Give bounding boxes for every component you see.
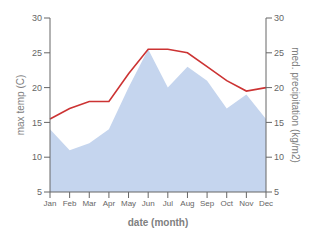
svg-text:Apr: Apr bbox=[103, 199, 116, 208]
svg-text:Jul: Jul bbox=[163, 199, 173, 208]
svg-text:Aug: Aug bbox=[180, 199, 194, 208]
svg-text:20: 20 bbox=[274, 83, 284, 93]
svg-text:Feb: Feb bbox=[63, 199, 77, 208]
svg-text:Sep: Sep bbox=[200, 199, 215, 208]
svg-text:15: 15 bbox=[32, 118, 42, 128]
svg-text:Jan: Jan bbox=[44, 199, 57, 208]
svg-text:Nov: Nov bbox=[239, 199, 253, 208]
svg-text:5: 5 bbox=[274, 187, 279, 197]
svg-text:20: 20 bbox=[32, 83, 42, 93]
svg-text:Dec: Dec bbox=[259, 199, 273, 208]
svg-text:30: 30 bbox=[32, 13, 42, 23]
svg-text:15: 15 bbox=[274, 118, 284, 128]
svg-text:May: May bbox=[121, 199, 136, 208]
svg-text:Mar: Mar bbox=[82, 199, 96, 208]
svg-text:25: 25 bbox=[32, 48, 42, 58]
svg-text:10: 10 bbox=[274, 152, 284, 162]
svg-text:med. precipitation (kg/m2): med. precipitation (kg/m2) bbox=[290, 47, 301, 163]
svg-text:date (month): date (month) bbox=[128, 217, 189, 228]
svg-text:5: 5 bbox=[37, 187, 42, 197]
svg-text:10: 10 bbox=[32, 152, 42, 162]
svg-text:30: 30 bbox=[274, 13, 284, 23]
svg-text:Jun: Jun bbox=[142, 199, 155, 208]
svg-text:max temp (C): max temp (C) bbox=[15, 75, 26, 136]
svg-text:Oct: Oct bbox=[221, 199, 234, 208]
svg-text:25: 25 bbox=[274, 48, 284, 58]
